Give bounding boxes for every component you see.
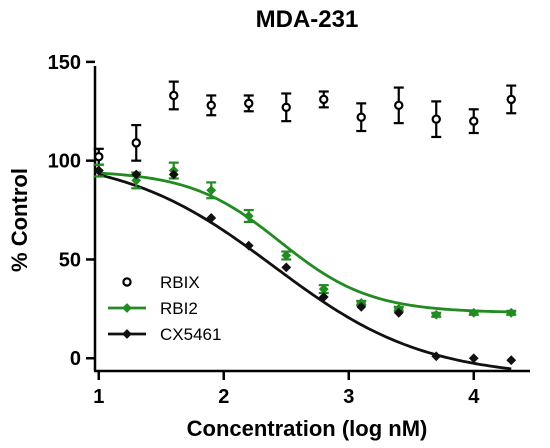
data-point bbox=[506, 355, 517, 366]
legend-marker bbox=[122, 277, 132, 287]
data-points bbox=[93, 80, 517, 366]
x-tick-label: 4 bbox=[468, 386, 480, 408]
data-point bbox=[431, 351, 442, 362]
fit-curves bbox=[98, 171, 512, 371]
data-point bbox=[206, 185, 217, 196]
data-point bbox=[94, 152, 104, 162]
fit-curve-cx5461 bbox=[98, 173, 512, 371]
y-tick-label: 150 bbox=[48, 52, 81, 74]
fit-curve-rbi2 bbox=[98, 171, 512, 314]
y-ticks: 0 50 100 150 bbox=[48, 52, 95, 370]
x-tick-label: 3 bbox=[343, 386, 354, 408]
data-point bbox=[243, 240, 254, 251]
x-ticks: 1 2 3 4 bbox=[93, 371, 480, 408]
data-point bbox=[281, 102, 291, 113]
data-point bbox=[431, 309, 442, 320]
data-point bbox=[131, 138, 141, 148]
data-point bbox=[206, 100, 216, 111]
data-point bbox=[243, 211, 254, 221]
data-point bbox=[318, 292, 329, 302]
legend-marker bbox=[122, 329, 132, 339]
y-tick-label: 0 bbox=[70, 348, 81, 370]
series-rbix bbox=[93, 80, 517, 166]
chart-title: MDA-231 bbox=[256, 6, 359, 33]
legend-label: RBI2 bbox=[160, 299, 198, 318]
data-point bbox=[131, 175, 142, 186]
data-point bbox=[431, 114, 441, 124]
y-axis-title: % Control bbox=[7, 168, 32, 272]
legend-label: CX5461 bbox=[160, 325, 221, 344]
legend-label: RBIX bbox=[160, 273, 200, 292]
legend-item-cx5461: CX5461 bbox=[108, 325, 221, 344]
x-tick-label: 1 bbox=[93, 386, 104, 408]
data-point bbox=[393, 307, 404, 318]
data-point bbox=[468, 353, 479, 364]
axes bbox=[93, 66, 530, 373]
legend: RBIX RBI2 CX5461 bbox=[108, 273, 221, 344]
data-point bbox=[469, 116, 479, 126]
data-point bbox=[356, 112, 366, 122]
data-point bbox=[319, 94, 329, 105]
data-point bbox=[356, 301, 367, 312]
x-tick-label: 2 bbox=[218, 386, 229, 408]
data-point bbox=[244, 98, 254, 109]
data-point bbox=[468, 307, 479, 318]
legend-item-rbi2: RBI2 bbox=[108, 299, 198, 318]
x-axis-title: Concentration (log nM) bbox=[187, 416, 428, 441]
data-point bbox=[281, 250, 292, 261]
data-point bbox=[506, 94, 516, 105]
data-point bbox=[93, 165, 104, 176]
y-tick-label: 100 bbox=[48, 151, 81, 173]
data-point bbox=[131, 169, 142, 180]
legend-item-rbix: RBIX bbox=[122, 273, 200, 292]
series-rbi2 bbox=[93, 161, 517, 320]
data-point bbox=[506, 307, 517, 318]
data-point bbox=[394, 100, 404, 111]
y-tick-label: 50 bbox=[59, 249, 81, 271]
data-point bbox=[168, 169, 179, 180]
series-cx5461 bbox=[93, 165, 517, 366]
data-point bbox=[206, 213, 217, 223]
data-point bbox=[281, 262, 292, 273]
data-point bbox=[169, 90, 179, 101]
legend-marker bbox=[122, 303, 132, 313]
